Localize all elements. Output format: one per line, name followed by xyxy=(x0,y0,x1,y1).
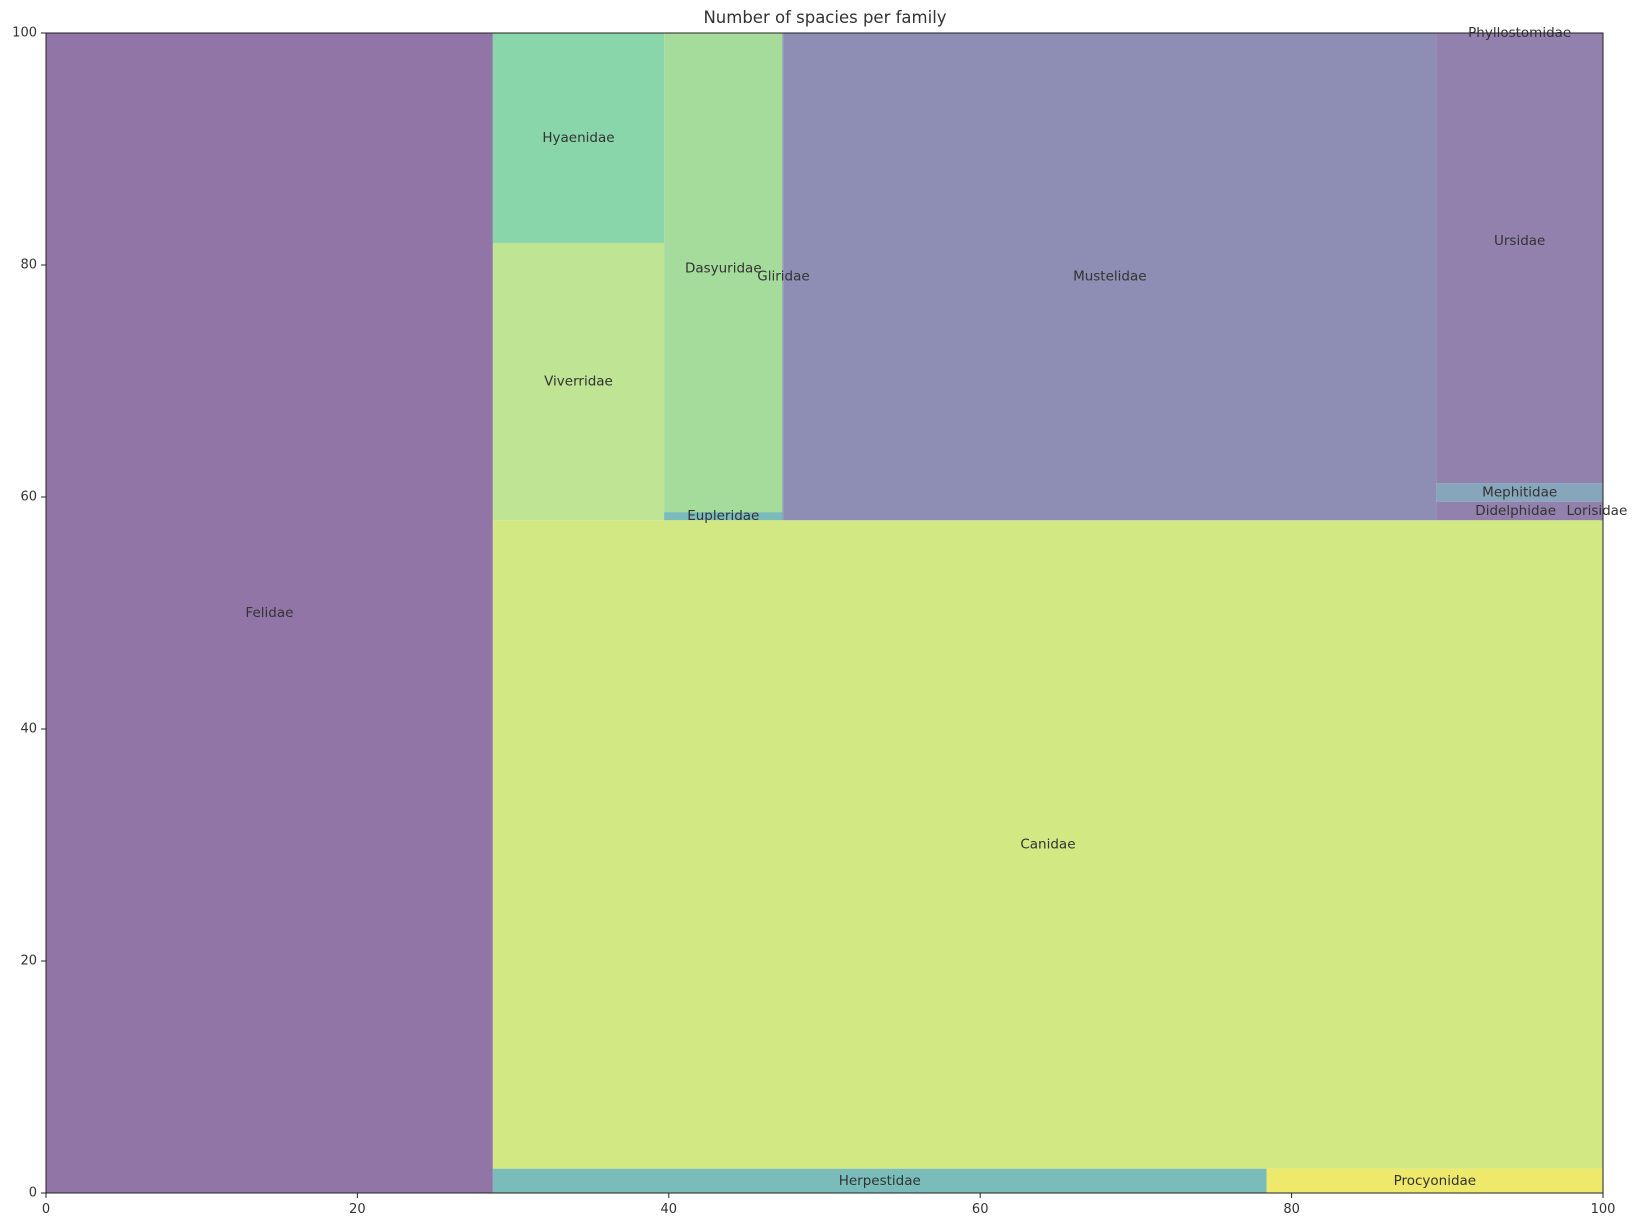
rect-label-viverridae: Viverridae xyxy=(544,374,613,390)
x-tick-label: 60 xyxy=(972,1202,989,1217)
treemap-rect-phyllostomidae xyxy=(1436,33,1603,35)
treemap-rect-dasyuridae xyxy=(664,33,783,513)
y-tick-label: 80 xyxy=(20,258,37,273)
rect-label-canidae: Canidae xyxy=(1020,836,1075,852)
treemap-rect-procyonidae xyxy=(1266,1168,1603,1193)
rect-label-felidae: Felidae xyxy=(245,605,293,621)
x-tick-label: 0 xyxy=(42,1202,50,1217)
rect-label-procyonidae: Procyonidae xyxy=(1394,1173,1477,1189)
rect-label-dasyuridae: Dasyuridae xyxy=(685,261,762,277)
treemap-rect-gliridae xyxy=(782,33,784,521)
rect-label-ursidae: Ursidae xyxy=(1494,233,1545,249)
treemap-labels: Felidae Herpestidae Procyonidae Canidae Vive… xyxy=(245,25,1627,1189)
chart-title: Number of spacies per family xyxy=(703,8,946,27)
x-tick-label: 80 xyxy=(1283,1202,1300,1217)
treemap-rect-felidae xyxy=(46,33,493,1193)
y-tick-label: 40 xyxy=(20,722,37,737)
treemap-rect-lorisidae xyxy=(1599,501,1603,521)
plot-frame xyxy=(45,32,1604,1194)
x-tick-label: 40 xyxy=(661,1202,678,1217)
treemap-rect-mephitidae xyxy=(1436,483,1603,502)
treemap-rects xyxy=(46,33,1603,1193)
rect-label-herpestidae: Herpestidae xyxy=(839,1173,921,1189)
treemap-rect-didelphidae xyxy=(1436,501,1603,521)
treemap-rect-hyaenidae xyxy=(492,33,665,243)
treemap-rect-mustelidae xyxy=(783,33,1437,521)
y-tick-label: 60 xyxy=(20,490,37,505)
rect-label-mephitidae: Mephitidae xyxy=(1482,484,1557,500)
treemap-rect-canidae xyxy=(492,520,1603,1169)
y-tick-label: 0 xyxy=(29,1186,37,1201)
x-tick-label: 20 xyxy=(349,1202,366,1217)
rect-label-hyaenidae: Hyaenidae xyxy=(542,130,614,146)
rect-label-mustelidae: Mustelidae xyxy=(1073,269,1147,285)
rect-label-eupleridae: Eupleridae xyxy=(687,508,759,524)
rect-label-gliridae: Gliridae xyxy=(757,269,809,285)
rect-label-lorisidae: Lorisidae xyxy=(1566,503,1627,519)
axes: 0 20 40 60 80 100 0 20 40 60 80 100 xyxy=(12,26,1615,1218)
treemap-rect-herpestidae xyxy=(492,1168,1267,1193)
treemap-rect-eupleridae xyxy=(664,512,783,521)
y-tick-label: 100 xyxy=(12,26,37,41)
y-tick-label: 20 xyxy=(20,954,37,969)
rect-label-didelphidae: Didelphidae xyxy=(1475,503,1556,519)
x-tick-label: 100 xyxy=(1591,1202,1616,1217)
treemap-rect-viverridae xyxy=(492,242,665,521)
treemap-rect-ursidae xyxy=(1436,33,1603,484)
